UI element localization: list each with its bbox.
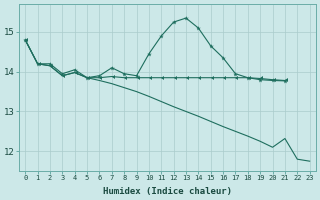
- X-axis label: Humidex (Indice chaleur): Humidex (Indice chaleur): [103, 187, 232, 196]
